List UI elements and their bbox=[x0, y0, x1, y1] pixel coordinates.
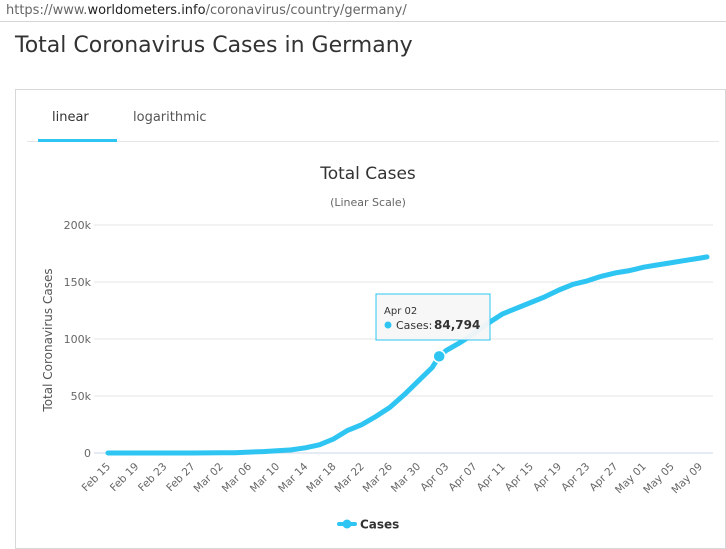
x-tick-label: Feb 15 bbox=[80, 461, 113, 494]
x-tick-label: Mar 18 bbox=[304, 461, 338, 495]
page-title: Total Coronavirus Cases in Germany bbox=[15, 33, 413, 58]
legend[interactable]: Cases bbox=[337, 518, 399, 532]
url-path: /coronavirus/country/germany/ bbox=[205, 3, 407, 18]
y-tick-label: 200k bbox=[64, 219, 92, 232]
x-tick-label: Apr 23 bbox=[559, 461, 592, 494]
chart-tabs: linear logarithmic bbox=[27, 90, 719, 142]
tooltip-date: Apr 02 bbox=[384, 306, 417, 317]
chart-container: linear logarithmic Total Cases (Linear S… bbox=[15, 89, 726, 549]
x-tick-label: Apr 11 bbox=[475, 461, 508, 494]
chart-svg: Total Cases (Linear Scale) Total Coronav… bbox=[41, 164, 713, 532]
x-tick-label: Mar 02 bbox=[192, 461, 226, 495]
y-tick-label: 100k bbox=[64, 333, 92, 346]
y-tick-labels: 0 50k 100k 150k 200k bbox=[64, 219, 92, 460]
x-tick-label: Apr 07 bbox=[446, 461, 479, 494]
y-tick-label: 150k bbox=[64, 276, 92, 289]
legend-label: Cases bbox=[360, 518, 399, 532]
y-tick-label: 0 bbox=[84, 447, 91, 460]
tooltip: Apr 02 Cases: 84,794 bbox=[375, 293, 491, 341]
x-tick-label: Mar 30 bbox=[389, 461, 423, 495]
address-bar[interactable]: https://www.worldometers.info/coronaviru… bbox=[0, 0, 726, 22]
active-tab-indicator bbox=[38, 139, 117, 142]
url-domain: worldometers.info bbox=[87, 3, 206, 18]
tooltip-marker bbox=[384, 321, 392, 329]
x-tick-label: Apr 03 bbox=[418, 461, 451, 494]
x-tick-label: Feb 23 bbox=[136, 461, 169, 494]
x-tick-label: May 09 bbox=[669, 461, 705, 497]
x-tick-label: Mar 26 bbox=[361, 460, 396, 495]
legend-marker bbox=[342, 519, 352, 529]
tab-linear[interactable]: linear bbox=[52, 110, 89, 125]
series-line bbox=[105, 254, 710, 456]
chart-subtitle: (Linear Scale) bbox=[330, 196, 406, 209]
x-tick-label: Feb 19 bbox=[108, 461, 141, 494]
x-tick-label: Feb 27 bbox=[164, 461, 197, 494]
highlighted-point bbox=[432, 349, 446, 364]
x-tick-label: Apr 15 bbox=[503, 461, 536, 494]
x-tick-label: Mar 06 bbox=[220, 460, 255, 495]
x-tick-label: Mar 14 bbox=[276, 460, 311, 495]
x-tick-label: Apr 19 bbox=[531, 461, 564, 494]
url-prefix: https://www. bbox=[6, 3, 88, 18]
y-axis-label: Total Coronavirus Cases bbox=[41, 268, 55, 412]
x-tick-label: Mar 10 bbox=[248, 461, 282, 495]
tab-logarithmic[interactable]: logarithmic bbox=[133, 110, 207, 125]
tooltip-value: 84,794 bbox=[434, 318, 480, 332]
series-cases bbox=[105, 254, 710, 456]
chart-title: Total Cases bbox=[319, 164, 416, 184]
tooltip-label: Cases: bbox=[396, 319, 432, 332]
x-tick-label: Mar 22 bbox=[333, 461, 367, 495]
y-tick-label: 50k bbox=[71, 390, 92, 403]
tooltip-box bbox=[375, 293, 491, 341]
